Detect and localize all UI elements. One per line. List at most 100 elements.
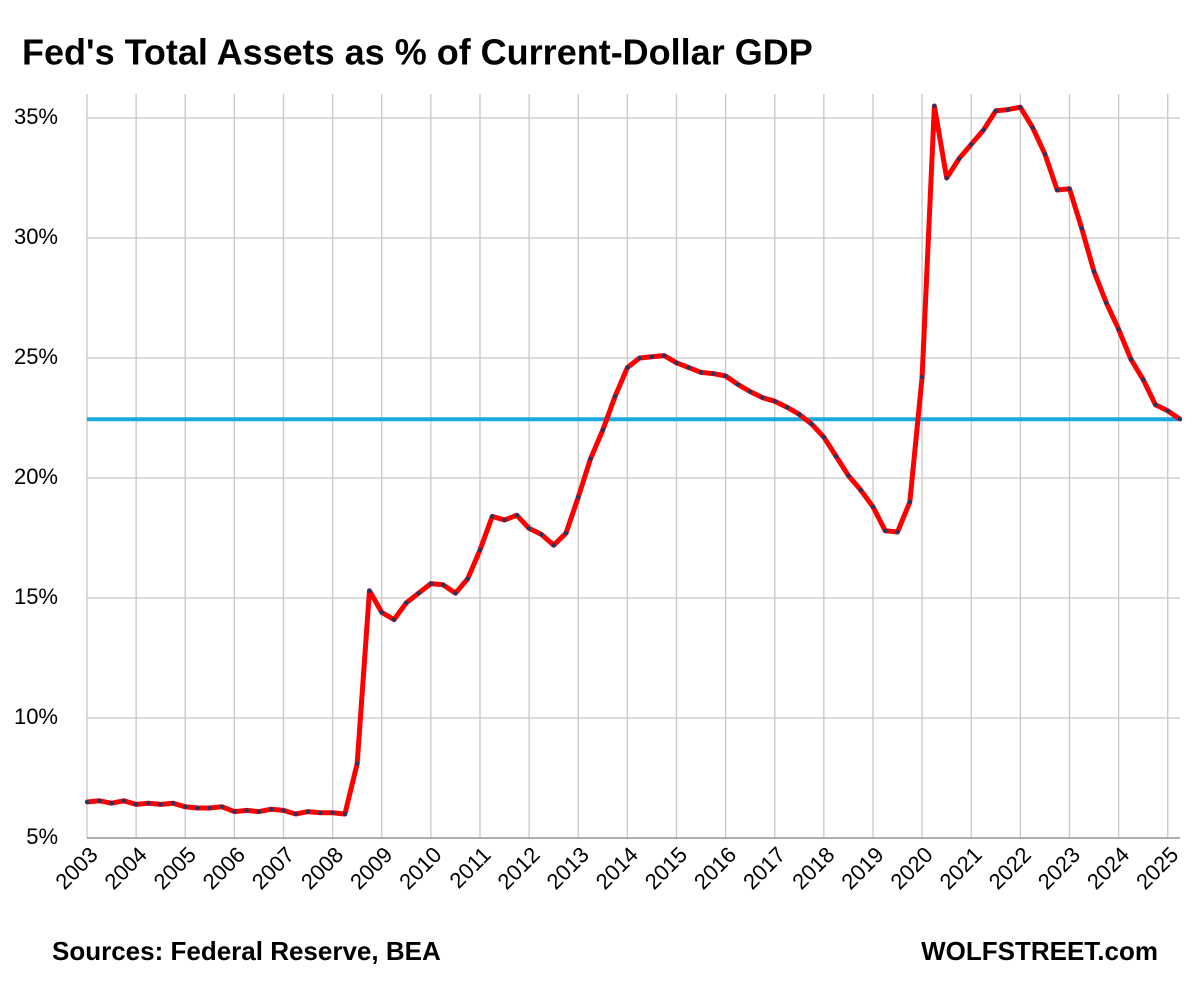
data-point — [797, 412, 802, 417]
data-point — [649, 354, 655, 359]
data-point — [514, 513, 520, 518]
data-point — [1030, 125, 1035, 130]
x-tick-label: 2008 — [296, 842, 348, 894]
x-tick-label: 2007 — [247, 842, 299, 894]
data-point — [109, 801, 114, 806]
x-tick-label: 2025 — [1131, 842, 1183, 894]
data-point — [1116, 327, 1121, 332]
data-point — [1104, 300, 1109, 305]
x-tick-label: 2003 — [50, 842, 102, 894]
x-tick-label: 2021 — [935, 842, 987, 894]
data-point — [883, 528, 888, 533]
data-point — [723, 373, 728, 379]
data-point — [526, 526, 532, 531]
data-point — [281, 808, 286, 813]
y-tick-label: 15% — [14, 584, 58, 609]
data-point — [1177, 417, 1183, 422]
data-point — [563, 531, 569, 536]
data-point — [637, 355, 642, 361]
y-tick-label: 35% — [14, 104, 58, 129]
data-point — [919, 375, 925, 380]
data-point — [1005, 107, 1011, 112]
data-point — [207, 805, 213, 811]
data-point — [969, 142, 974, 147]
data-point — [1067, 186, 1072, 191]
data-point — [944, 175, 949, 181]
data-point — [539, 532, 544, 537]
data-point — [760, 395, 765, 400]
data-point — [1079, 226, 1084, 231]
data-point — [1153, 402, 1158, 407]
data-point — [551, 543, 556, 548]
x-tick-label: 2018 — [787, 842, 839, 894]
x-tick-label: 2023 — [1033, 842, 1085, 894]
x-tick-label: 2019 — [836, 842, 888, 894]
series-line — [86, 103, 1182, 817]
data-point — [1054, 187, 1060, 193]
x-tick-label: 2015 — [640, 842, 692, 894]
data-point — [453, 591, 458, 596]
x-tick-label: 2020 — [885, 842, 937, 894]
data-point — [1128, 357, 1134, 362]
x-tick-label: 2011 — [445, 842, 496, 893]
data-point — [97, 798, 102, 803]
data-point — [625, 365, 630, 370]
data-point — [305, 809, 311, 814]
chart-title: Fed's Total Assets as % of Current-Dolla… — [22, 32, 813, 73]
y-tick-label: 20% — [14, 464, 58, 489]
data-point — [1091, 269, 1097, 274]
x-tick-label: 2013 — [542, 842, 594, 894]
y-tick-label: 10% — [14, 704, 58, 729]
data-point — [158, 802, 163, 807]
data-point — [747, 389, 753, 394]
data-point — [1140, 377, 1146, 382]
data-point — [232, 809, 237, 814]
x-tick-label: 2024 — [1082, 842, 1134, 894]
data-point — [735, 382, 741, 387]
data-point — [846, 473, 851, 478]
data-point — [600, 427, 605, 433]
data-point — [367, 588, 372, 593]
data-point — [195, 805, 200, 811]
data-point — [711, 371, 716, 376]
data-point — [416, 591, 421, 596]
data-point — [318, 810, 323, 815]
data-point — [1165, 408, 1170, 413]
data-point — [391, 617, 397, 622]
data-point — [121, 798, 127, 803]
data-point — [256, 809, 262, 814]
data-point — [490, 514, 495, 519]
data-point — [993, 108, 998, 114]
y-tick-label: 5% — [26, 824, 58, 849]
data-point — [219, 804, 225, 809]
data-point — [576, 495, 581, 500]
x-tick-label: 2005 — [149, 842, 201, 894]
data-point — [404, 600, 409, 605]
data-point — [932, 103, 937, 109]
data-point — [269, 807, 274, 812]
x-tick-label: 2016 — [689, 842, 741, 894]
data-point — [1042, 151, 1048, 157]
data-point — [784, 405, 790, 410]
data-point — [502, 517, 507, 523]
data-point — [465, 576, 470, 581]
data-point — [342, 811, 348, 817]
data-point — [379, 610, 384, 615]
data-point — [170, 801, 176, 806]
data-point — [428, 581, 434, 586]
data-point — [809, 421, 814, 427]
source: Sources: Federal Reserve, BEA — [52, 936, 441, 966]
data-point — [870, 504, 876, 509]
x-tick-label: 2017 — [738, 842, 790, 894]
data-point — [183, 804, 188, 809]
x-tick-label: 2010 — [394, 842, 446, 894]
data-point — [244, 808, 249, 813]
data-point — [662, 353, 667, 358]
data-point — [698, 370, 704, 375]
y-tick-label: 25% — [14, 344, 58, 369]
data-point — [772, 399, 777, 404]
x-tick-label: 2004 — [99, 842, 151, 894]
watermark: WOLFSTREET.com — [921, 936, 1158, 966]
data-point — [146, 801, 151, 806]
data-point — [330, 810, 335, 815]
